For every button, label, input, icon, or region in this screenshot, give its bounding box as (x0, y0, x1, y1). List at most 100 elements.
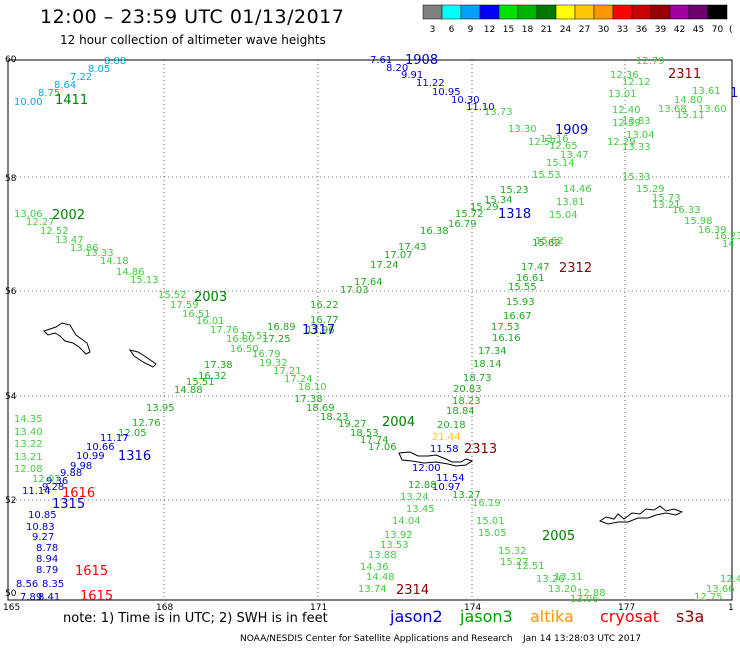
swh-value-label: 13.92 (384, 530, 413, 541)
lat-label: 50 (5, 589, 17, 599)
pass-id-labels: 1908 2311 1 1411 1909 2002 1318 2312 2003 1317 200… (52, 53, 738, 604)
swh-value-label: 13.21 (652, 200, 681, 211)
swh-value-label: 15.52 (158, 290, 187, 301)
swh-value-label: 13.20 (548, 584, 577, 595)
swh-value-label: 17.07 (384, 250, 413, 261)
swh-value-label: 14 (722, 239, 735, 250)
swh-value-label: 10.99 (76, 451, 105, 462)
swh-value-label: 12.59 (612, 118, 641, 129)
swh-value-label: 17.96 (306, 325, 335, 336)
agattu-island-outline (128, 349, 157, 368)
swh-value-label: 12.36 (610, 70, 639, 81)
swh-value-label: 20.83 (453, 384, 482, 395)
pass-id-label: 2312 (559, 261, 592, 276)
swh-value-label: 10.66 (86, 442, 115, 453)
swh-value-label: 8.35 (42, 579, 64, 590)
colorbar-tick-label: 21 (541, 25, 552, 35)
pass-id-label: 1315 (52, 497, 85, 512)
swh-value-label: 12.57 (528, 137, 557, 148)
swh-value-label: 17.38 (294, 394, 323, 405)
colorbar-unit-label: (ft) (729, 25, 732, 35)
swh-value-label: 16.38 (420, 226, 449, 237)
swh-value-label: 13.81 (556, 197, 585, 208)
swh-value-label: 15.13 (130, 275, 159, 286)
pass-id-label: 1616 (62, 486, 95, 501)
page-subtitle: 12 hour collection of altimeter wave hei… (60, 33, 326, 47)
swh-value-label: 13.06 (570, 594, 599, 605)
attu-island-outline (43, 322, 91, 355)
swh-value-label: 17.51 (240, 331, 269, 342)
swh-value-label: 8.78 (36, 543, 58, 554)
swh-value-label: 11.10 (466, 102, 495, 113)
map-frame (7, 59, 733, 601)
swh-value-label: 19.27 (338, 419, 367, 430)
swh-value-label: 18.14 (473, 359, 502, 370)
swh-value-label: 13.45 (406, 504, 435, 515)
pass-id-label: 2005 (542, 529, 575, 544)
swh-value-label: 13.30 (508, 124, 537, 135)
axis-labels: 60 58 56 54 52 50 165 168 171 174 177 1 (3, 55, 734, 613)
swh-value-label: 13.21 (14, 452, 43, 463)
swh-value-label: 21.44 (432, 432, 461, 443)
swh-value-label: 12.08 (14, 464, 43, 475)
legend-jason3: jason3 (460, 607, 513, 626)
colorbar-tick-label: 36 (636, 25, 648, 35)
swh-value-label: 12.40 (612, 105, 641, 116)
swh-value-label: 14.80 (674, 95, 703, 106)
swh-value-label: 7.22 (70, 72, 92, 83)
swh-value-label: 14.04 (392, 516, 421, 527)
swh-value-label: 15.55 (508, 282, 537, 293)
swh-value-label: 14.36 (360, 562, 389, 573)
lon-label: 177 (618, 603, 635, 613)
swh-value-label: 13.53 (380, 540, 409, 551)
swh-value-label: 13.33 (85, 248, 114, 259)
swh-value-label: 12.75 (694, 592, 723, 603)
legend-altika: altika (530, 607, 574, 626)
swh-value-label: 17.74 (360, 435, 389, 446)
lat-label: 60 (5, 55, 17, 65)
swh-value-label: 13.74 (358, 584, 387, 595)
swh-value-label: 16.61 (516, 273, 545, 284)
swh-value-label: 12.76 (132, 418, 161, 429)
pass-id-label: 1615 (75, 564, 108, 579)
swh-value-label: 16.19 (472, 498, 501, 509)
swh-value-label: 14.35 (14, 414, 43, 425)
swh-value-label: 17.59 (170, 300, 199, 311)
legend-cryosat: cryosat (600, 607, 660, 626)
swh-value-label: 10.95 (432, 87, 461, 98)
page-title: 12:00 – 23:59 UTC 01/13/2017 (40, 6, 345, 28)
swh-value-label: 16.39 (698, 225, 727, 236)
swh-value-label: 15.73 (652, 193, 681, 204)
lat-label: 58 (5, 174, 17, 184)
pass-id-label: 2311 (668, 67, 701, 82)
swh-value-label: 13.26 (536, 574, 565, 585)
swh-value-label: 17.25 (262, 334, 291, 345)
swh-value-label: 17.76 (210, 325, 239, 336)
colorbar-tick-label: 33 (617, 25, 628, 35)
pass-id-label: 1318 (498, 207, 531, 222)
swh-value-label: 16.01 (196, 316, 225, 327)
colorbar-tick-label: 45 (693, 25, 704, 35)
swh-value-label: 15.29 (636, 184, 665, 195)
generated-timestamp: Jan 14 13:28:03 UTC 2017 (523, 634, 641, 644)
swh-value-label: 12.51 (516, 561, 545, 572)
swh-value-label: 18.53 (350, 428, 379, 439)
swh-value-label: 13.33 (622, 142, 651, 153)
swh-value-label: 14.48 (366, 572, 395, 583)
swh-value-label: 10.83 (26, 522, 55, 533)
lon-label: 1 (728, 603, 734, 613)
pass-id-label: 1317 (302, 323, 335, 338)
swh-value-label: 10.00 (14, 97, 43, 108)
swh-value-label: 13.22 (14, 439, 43, 450)
graticule-grid (8, 60, 732, 600)
legend-jason2: jason2 (390, 607, 443, 626)
colorbar-tick-label: 12 (484, 25, 495, 35)
colorbar-tick-label: 9 (468, 25, 474, 35)
swh-value-label: 17.21 (273, 366, 302, 377)
rat-islands-outline (398, 451, 474, 467)
units-note: note: 1) Time is in UTC; 2) SWH is in fe… (63, 611, 328, 626)
colorbar-tick-label: 15 (503, 25, 514, 35)
swh-value-label: 12.05 (118, 428, 147, 439)
